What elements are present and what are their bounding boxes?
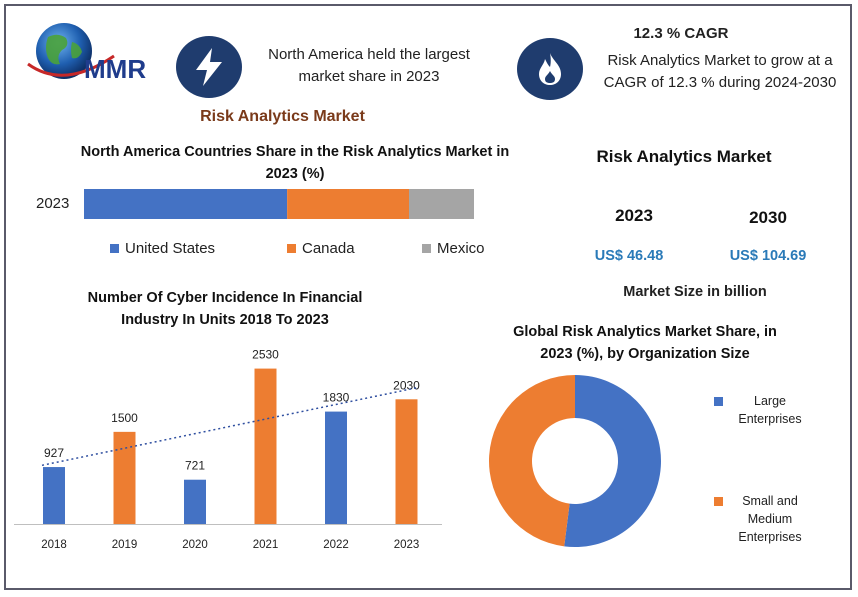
stacked-bar-segment-mexico (409, 189, 474, 219)
logo-text: MMR (84, 54, 146, 84)
donut-slice-sme (488, 375, 575, 547)
legend-canada: Canada (287, 240, 355, 257)
stacked-bar-category: 2023 (36, 195, 70, 212)
lightning-bolt-icon (176, 36, 242, 98)
stacked-bar-segment-united-states (84, 189, 288, 219)
column-value-label: 927 (44, 446, 64, 460)
column-tick-label: 2019 (112, 539, 138, 551)
market-value-2030: US$ 104.69 (729, 248, 807, 264)
donut-slice-large-enterprises (564, 375, 661, 547)
market-size-title: Risk Analytics Market (596, 147, 772, 166)
column-chart: 927 2018 1500 2019 721 2020 2530 2021 1830 2022 20… (14, 348, 442, 551)
market-year-2030: 2030 (749, 208, 787, 227)
market-year-2023: 2023 (615, 206, 653, 225)
donut-legend-large: Large Enterprises (714, 392, 824, 428)
column-value-label: 721 (185, 459, 205, 473)
column-bar-2021 (254, 368, 277, 524)
legend-swatch-gray (422, 244, 431, 253)
column-value-label: 1500 (111, 411, 138, 425)
legend-label: Mexico (437, 240, 485, 257)
donut-legend-sme: Small and Medium Enterprises (714, 492, 824, 546)
main-title: Risk Analytics Market (200, 108, 365, 125)
column-tick-label: 2021 (253, 539, 279, 551)
header-right-text: Risk Analytics Market to grow at a CAGR … (603, 52, 837, 91)
donut-chart-title: Global Risk Analytics Market Share, in 2… (513, 324, 777, 362)
column-value-label: 2530 (252, 348, 279, 362)
column-value-label: 1830 (323, 391, 350, 405)
trend-line (41, 386, 419, 467)
legend-label: Small and Medium Enterprises (738, 494, 802, 544)
column-chart-title: Number Of Cyber Incidence In Financial I… (87, 290, 363, 328)
column-bar-2018 (43, 467, 65, 524)
market-value-2023: US$ 46.48 (594, 248, 664, 264)
legend-united-states: United States (110, 240, 215, 257)
globe-logo-icon: MMR (27, 23, 146, 84)
legend-swatch-orange (714, 497, 723, 506)
legend-label: United States (125, 240, 216, 257)
donut-chart (488, 375, 661, 547)
flame-icon (517, 38, 583, 100)
infographic-frame (4, 4, 852, 590)
header-right-title: 12.3 % CAGR (633, 25, 729, 42)
market-size-footer: Market Size in billion (623, 284, 767, 300)
column-bar-2020 (184, 479, 206, 524)
legend-label: Large Enterprises (738, 394, 802, 426)
legend-mexico: Mexico (422, 240, 485, 257)
column-tick-label: 2022 (323, 539, 349, 551)
legend-label: Canada (302, 240, 355, 257)
legend-swatch-blue (110, 244, 119, 253)
header-left-text: North America held the largest market sh… (268, 46, 470, 85)
column-bar-2019 (113, 431, 136, 524)
column-tick-label: 2018 (41, 539, 67, 551)
logo: MMR (18, 20, 163, 86)
legend-swatch-orange (287, 244, 296, 253)
column-value-label: 2030 (393, 378, 420, 392)
stacked-bar-chart (84, 189, 474, 219)
stacked-chart-title: North America Countries Share in the Ris… (80, 144, 510, 182)
column-bar-2022 (325, 411, 347, 524)
stacked-bar-segment-canada (287, 189, 409, 219)
column-tick-label: 2023 (394, 539, 420, 551)
column-tick-label: 2020 (182, 539, 208, 551)
legend-swatch-blue (714, 397, 723, 406)
column-bar-2023 (395, 399, 418, 524)
